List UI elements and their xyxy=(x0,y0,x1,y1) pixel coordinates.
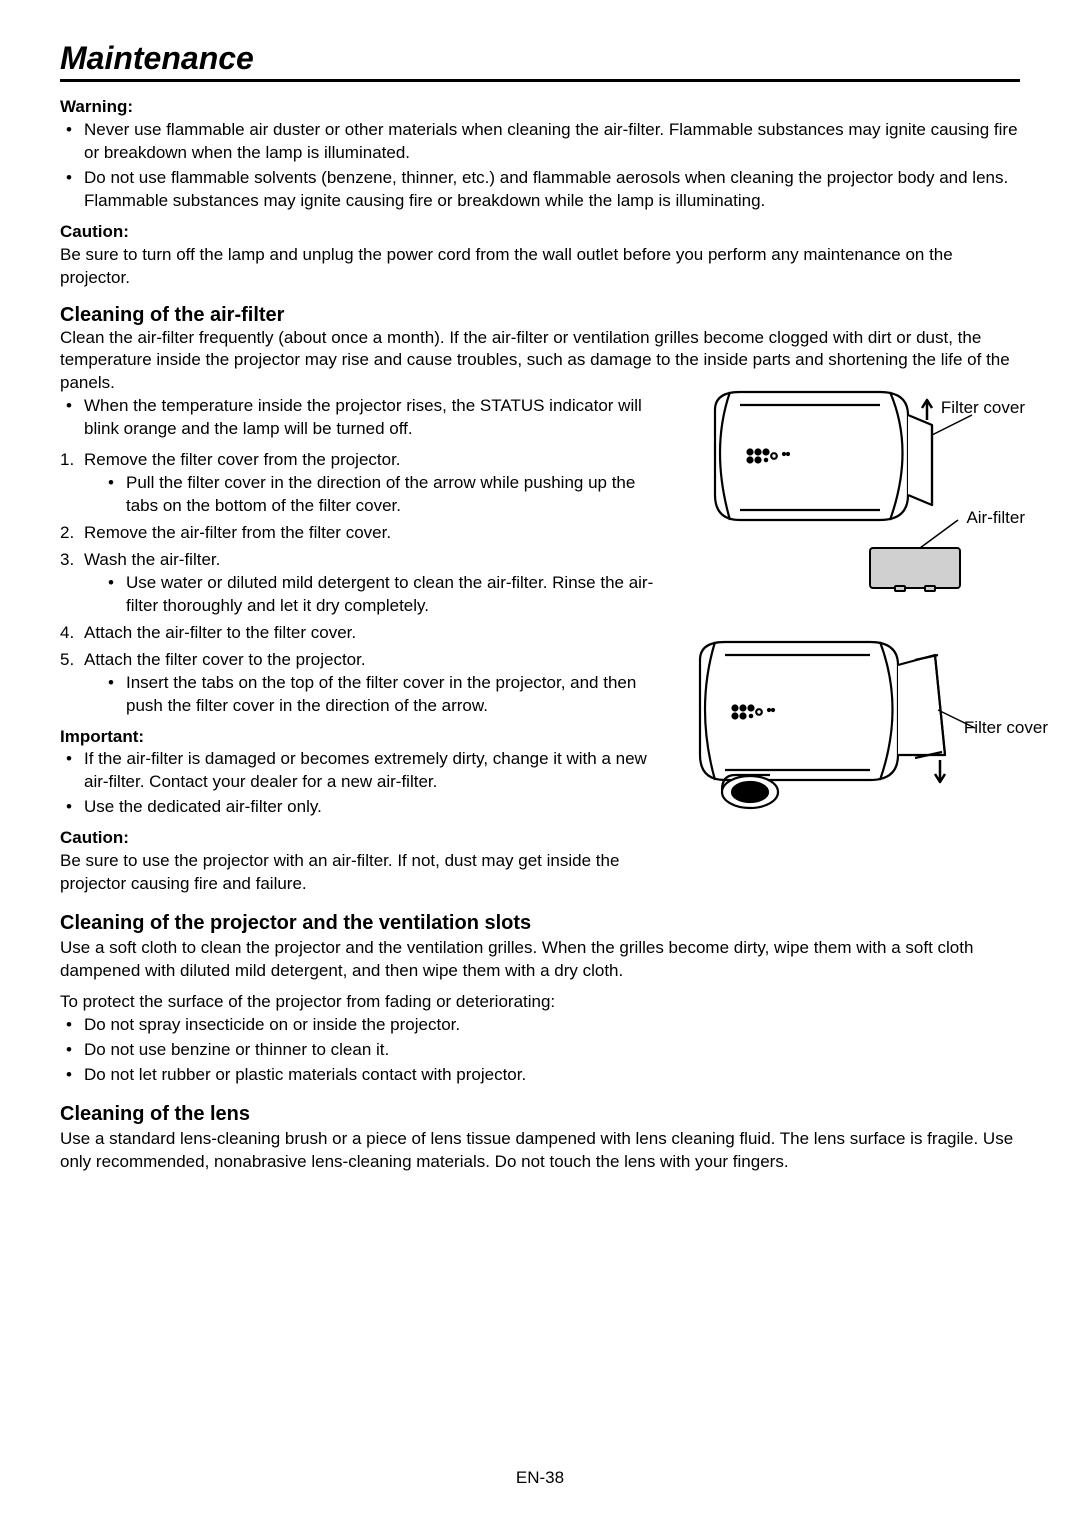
step-text: Attach the filter cover to the projector… xyxy=(84,650,366,669)
lens-text: Use a standard lens-cleaning brush or a … xyxy=(60,1128,1020,1174)
step-num: 2. xyxy=(60,522,74,545)
step-num: 5. xyxy=(60,649,74,672)
step-sub: Pull the filter cover in the direction o… xyxy=(126,472,660,518)
step-num: 1. xyxy=(60,449,74,472)
important-item: Use the dedicated air-filter only. xyxy=(84,796,660,819)
caution2-text: Be sure to use the projector with an air… xyxy=(60,850,660,896)
step-sub: Use water or diluted mild detergent to c… xyxy=(126,572,660,618)
ventilation-heading: Cleaning of the projector and the ventil… xyxy=(60,910,1020,937)
warning-heading: Warning: xyxy=(60,96,1020,119)
ventilation-item: Do not let rubber or plastic materials c… xyxy=(84,1064,1020,1087)
label-filter-cover: Filter cover xyxy=(941,398,1025,418)
ventilation-p1: Use a soft cloth to clean the projector … xyxy=(60,937,1020,983)
step-item: 4. Attach the air-filter to the filter c… xyxy=(60,622,660,645)
page-number: EN-38 xyxy=(0,1468,1080,1488)
ventilation-item: Do not spray insecticide on or inside th… xyxy=(84,1014,1020,1037)
step-text: Remove the filter cover from the project… xyxy=(84,450,401,469)
step-text: Wash the air-filter. xyxy=(84,550,220,569)
important-heading: Important: xyxy=(60,726,660,749)
ventilation-p2: To protect the surface of the projector … xyxy=(60,991,1020,1014)
warning-item: Do not use flammable solvents (benzene, … xyxy=(84,167,1020,213)
diagram-filter-cover-airfilter: Filter cover Air-filter xyxy=(680,380,1020,600)
step-item: 3. Wash the air-filter. Use water or dil… xyxy=(60,549,660,618)
step-item: 2. Remove the air-filter from the filter… xyxy=(60,522,660,545)
warning-item: Never use flammable air duster or other … xyxy=(84,119,1020,165)
caution2-heading: Caution: xyxy=(60,827,660,850)
title-underline xyxy=(60,79,1020,82)
step-num: 4. xyxy=(60,622,74,645)
step-sub: Insert the tabs on the top of the filter… xyxy=(126,672,660,718)
diagram-filter-cover-insert: Filter cover xyxy=(680,630,1020,820)
caution-text: Be sure to turn off the lamp and unplug … xyxy=(60,244,1020,290)
lens-heading: Cleaning of the lens xyxy=(60,1101,1020,1128)
step-item: 1. Remove the filter cover from the proj… xyxy=(60,449,660,518)
airfilter-heading: Cleaning of the air-filter xyxy=(60,304,1020,327)
label-air-filter: Air-filter xyxy=(966,508,1025,528)
airfilter-note: When the temperature inside the projecto… xyxy=(84,395,660,441)
label-filter-cover2: Filter cover xyxy=(964,718,1048,738)
step-text: Attach the air-filter to the filter cove… xyxy=(84,623,356,642)
ventilation-item: Do not use benzine or thinner to clean i… xyxy=(84,1039,1020,1062)
page-title: Maintenance xyxy=(60,40,1020,77)
step-item: 5. Attach the filter cover to the projec… xyxy=(60,649,660,718)
caution-heading: Caution: xyxy=(60,221,1020,244)
important-item: If the air-filter is damaged or becomes … xyxy=(84,748,660,794)
step-num: 3. xyxy=(60,549,74,572)
step-text: Remove the air-filter from the filter co… xyxy=(84,523,391,542)
